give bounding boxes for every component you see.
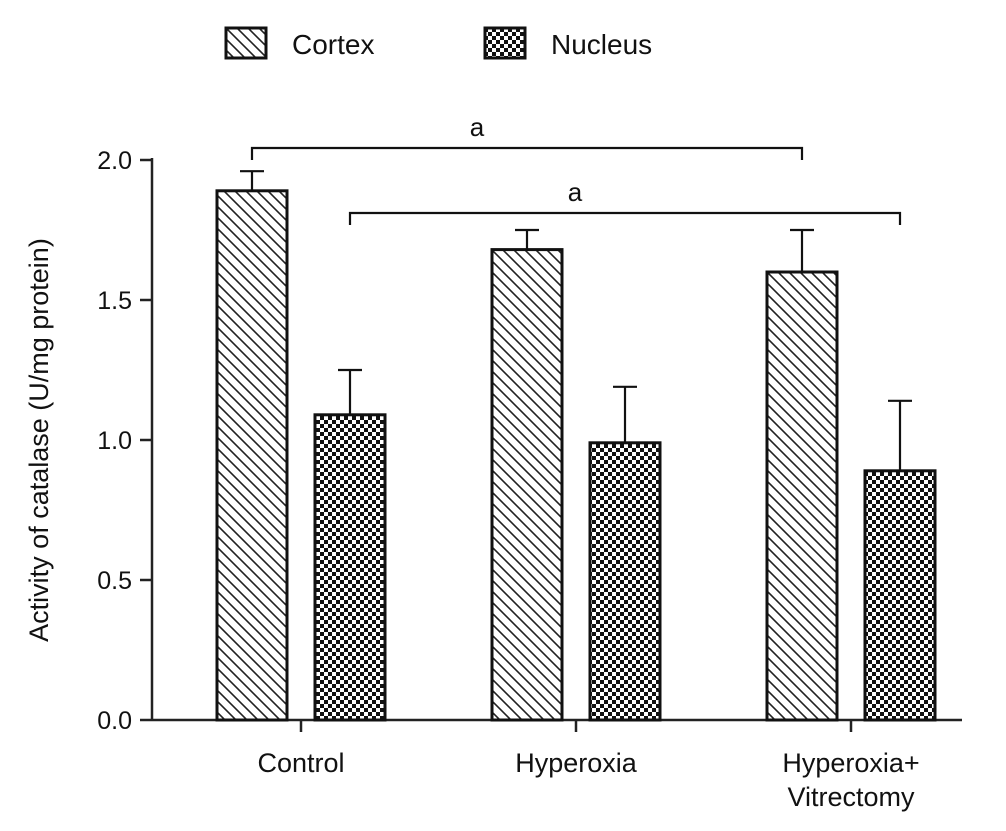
significance-bracket bbox=[348, 211, 902, 225]
bar-cortex bbox=[765, 270, 839, 722]
bar-nucleus bbox=[588, 441, 662, 722]
bar-cortex bbox=[490, 248, 564, 722]
x-category-label: Vitrectomy bbox=[787, 782, 915, 812]
y-tick-label: 1.0 bbox=[97, 427, 132, 455]
legend-label: Cortex bbox=[292, 29, 374, 60]
y-tick-label: 2.0 bbox=[97, 147, 132, 175]
y-axis: 0.0 0.5 1.0 1.5 2.0 bbox=[97, 147, 154, 735]
bar-nucleus bbox=[313, 413, 387, 722]
legend-label: Nucleus bbox=[551, 29, 652, 60]
y-tick-label: 0.0 bbox=[97, 707, 132, 735]
y-axis-title: Activity of catalase (U/mg protein) bbox=[24, 238, 54, 642]
legend-swatch-cortex bbox=[224, 26, 268, 60]
significance-label: a bbox=[470, 112, 485, 142]
bar-cortex bbox=[215, 189, 289, 722]
x-category-label: Hyperoxia bbox=[515, 748, 638, 778]
x-category-label: Hyperoxia+ bbox=[782, 748, 919, 778]
y-tick-label: 0.5 bbox=[97, 567, 132, 595]
significance-label: a bbox=[568, 177, 583, 207]
significance-bracket bbox=[250, 146, 804, 160]
legend: Cortex Nucleus bbox=[224, 26, 652, 60]
significance-brackets: aa bbox=[250, 112, 902, 225]
x-axis: Control Hyperoxia Hyperoxia+ Vitrectomy bbox=[152, 718, 962, 812]
y-tick-label: 1.5 bbox=[97, 287, 132, 315]
bars bbox=[215, 170, 937, 722]
x-category-label: Control bbox=[257, 748, 344, 778]
bar-nucleus bbox=[863, 469, 937, 722]
legend-swatch-nucleus bbox=[483, 26, 527, 60]
